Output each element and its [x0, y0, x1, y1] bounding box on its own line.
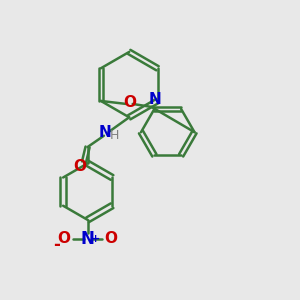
- Text: -: -: [53, 236, 60, 254]
- Text: H: H: [110, 129, 120, 142]
- Text: N: N: [81, 230, 94, 247]
- Text: N: N: [98, 125, 111, 140]
- Text: +: +: [91, 234, 101, 244]
- Text: O: O: [123, 95, 136, 110]
- Text: O: O: [73, 159, 86, 174]
- Text: O: O: [57, 231, 70, 246]
- Text: O: O: [104, 231, 117, 246]
- Text: N: N: [149, 92, 161, 107]
